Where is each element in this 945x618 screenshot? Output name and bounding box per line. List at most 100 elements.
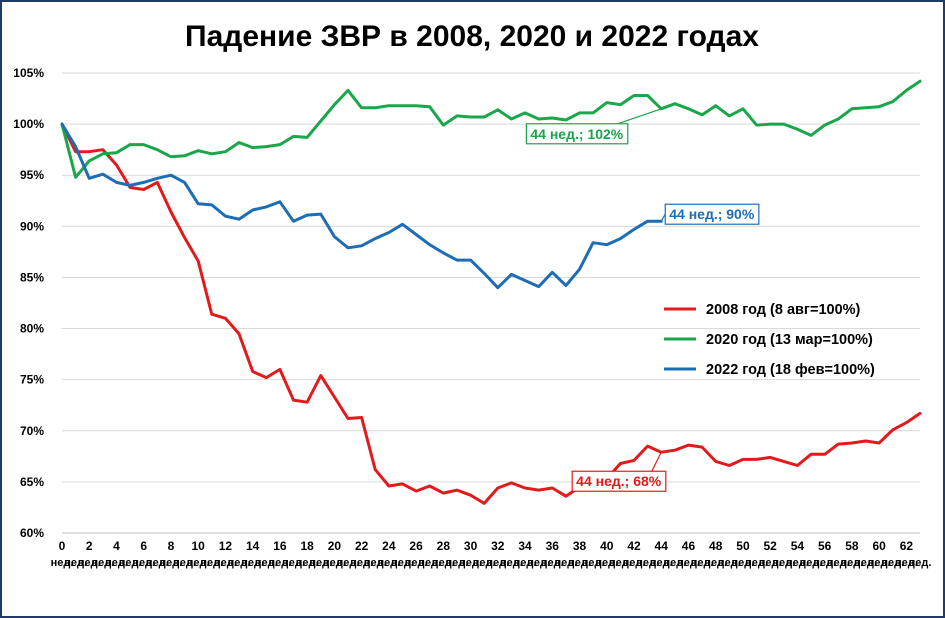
x-tick-label: 4 — [113, 539, 120, 553]
x-tick-unit: нед. — [595, 557, 618, 569]
x-tick-unit: нед. — [391, 557, 414, 569]
x-tick-label: 28 — [437, 539, 451, 553]
x-tick-unit: нед. — [228, 557, 251, 569]
y-tick-label: 90% — [20, 219, 44, 233]
annotation-label: 44 нед.; 102% — [530, 126, 623, 142]
annotation-leader — [660, 213, 666, 222]
x-tick-label: 14 — [246, 539, 260, 553]
x-tick-unit: нед. — [623, 557, 646, 569]
x-tick-unit: нед. — [337, 557, 360, 569]
annotation-label: 44 нед.; 68% — [576, 473, 662, 489]
x-tick-unit: нед. — [650, 557, 673, 569]
x-tick-unit: нед. — [677, 557, 700, 569]
x-tick-unit: нед. — [105, 557, 128, 569]
x-tick-unit: нед. — [268, 557, 291, 569]
x-tick-label: 56 — [818, 539, 832, 553]
x-tick-unit: нед. — [473, 557, 496, 569]
x-tick-unit: нед. — [255, 557, 278, 569]
grid — [62, 72, 920, 534]
x-tick-label: 10 — [192, 539, 206, 553]
series-line-0 — [60, 122, 922, 505]
x-tick-unit: нед. — [459, 557, 482, 569]
annotation-box — [664, 203, 760, 225]
x-tick-label: 30 — [464, 539, 478, 553]
legend-label-2: 2022 год (18 фев=100%) — [706, 362, 875, 378]
x-tick-unit: нед. — [800, 557, 823, 569]
chart-title: Падение ЗВР в 2008, 2020 и 2022 годах — [185, 20, 759, 53]
x-tick-unit: нед. — [881, 557, 904, 569]
data-annotations: 44 нед.; 102% 44 нед.; 90% 44 нед.; 68% — [525, 108, 760, 492]
x-tick-unit: нед. — [350, 557, 373, 569]
annotation-2: 44 нед.; 68% — [571, 451, 667, 492]
x-tick-unit: нед. — [609, 557, 632, 569]
x-tick-label: 40 — [600, 539, 614, 553]
x-tick-unit: нед. — [64, 557, 87, 569]
x-tick-label: 50 — [736, 539, 750, 553]
x-tick-label: 32 — [491, 539, 505, 553]
x-tick-label: 34 — [518, 539, 532, 553]
x-tick-unit: нед. — [909, 557, 932, 569]
annotation-leader — [651, 451, 662, 472]
x-tick-label: 8 — [168, 539, 175, 553]
x-tick-unit: нед. — [582, 557, 605, 569]
x-tick-label: 42 — [627, 539, 641, 553]
x-tick-unit: нед. — [732, 557, 755, 569]
x-tick-unit: нед. — [241, 557, 264, 569]
axes: 60%65%70%75%80%85%90%95%100%105%0 2 4 6 8 10 1… — [13, 66, 931, 569]
x-tick-unit: нед. — [759, 557, 782, 569]
x-tick-unit: нед. — [132, 557, 155, 569]
x-tick-label: 6 — [140, 539, 147, 553]
x-tick-unit: нед. — [405, 557, 428, 569]
y-tick-label: 95% — [20, 168, 44, 182]
x-tick-unit: нед. — [119, 557, 142, 569]
x-tick-unit: нед. — [772, 557, 795, 569]
x-tick-label: 24 — [382, 539, 396, 553]
x-tick-unit: нед. — [745, 557, 768, 569]
x-tick-unit: нед. — [868, 557, 891, 569]
y-tick-label: 60% — [20, 526, 44, 540]
x-tick-unit: нед. — [663, 557, 686, 569]
x-tick-unit: нед. — [691, 557, 714, 569]
x-tick-unit: нед. — [527, 557, 550, 569]
x-tick-unit: нед. — [446, 557, 469, 569]
x-tick-unit: нед. — [364, 557, 387, 569]
x-tick-label: 20 — [328, 539, 342, 553]
y-tick-label: 105% — [13, 66, 44, 80]
x-tick-unit: нед. — [500, 557, 523, 569]
x-tick-unit: нед. — [541, 557, 564, 569]
x-tick-unit: нед. — [309, 557, 332, 569]
x-tick-unit: нед. — [813, 557, 836, 569]
x-tick-unit: нед. — [554, 557, 577, 569]
x-tick-unit: нед. — [786, 557, 809, 569]
x-tick-unit: нед. — [568, 557, 591, 569]
x-tick-unit: нед. — [704, 557, 727, 569]
series-line-1 — [60, 79, 922, 179]
x-tick-label: 12 — [219, 539, 233, 553]
legend-label-0: 2008 год (8 авг=100%) — [706, 302, 861, 318]
x-tick-unit: нед. — [187, 557, 210, 569]
x-tick-unit: нед. — [854, 557, 877, 569]
x-tick-label: 52 — [764, 539, 778, 553]
x-tick-unit: нед. — [718, 557, 741, 569]
x-tick-label: 62 — [900, 539, 914, 553]
x-tick-unit: нед. — [160, 557, 183, 569]
x-tick-label: 46 — [682, 539, 696, 553]
x-tick-label: 36 — [546, 539, 560, 553]
x-tick-unit: нед. — [486, 557, 509, 569]
annotation-0: 44 нед.; 102% — [525, 108, 662, 145]
annotation-label: 44 нед.; 90% — [669, 206, 755, 222]
y-tick-label: 80% — [20, 322, 44, 336]
x-tick-unit: нед. — [827, 557, 850, 569]
x-tick-unit: нед. — [296, 557, 319, 569]
x-tick-unit: нед. — [323, 557, 346, 569]
x-tick-label: 58 — [845, 539, 859, 553]
annotation-box — [571, 470, 667, 492]
x-tick-label: 16 — [273, 539, 287, 553]
x-tick-label: 54 — [791, 539, 805, 553]
x-tick-label: 22 — [355, 539, 369, 553]
annotation-1: 44 нед.; 90% — [660, 203, 760, 225]
x-tick-unit: нед. — [418, 557, 441, 569]
y-tick-label: 100% — [13, 117, 44, 131]
